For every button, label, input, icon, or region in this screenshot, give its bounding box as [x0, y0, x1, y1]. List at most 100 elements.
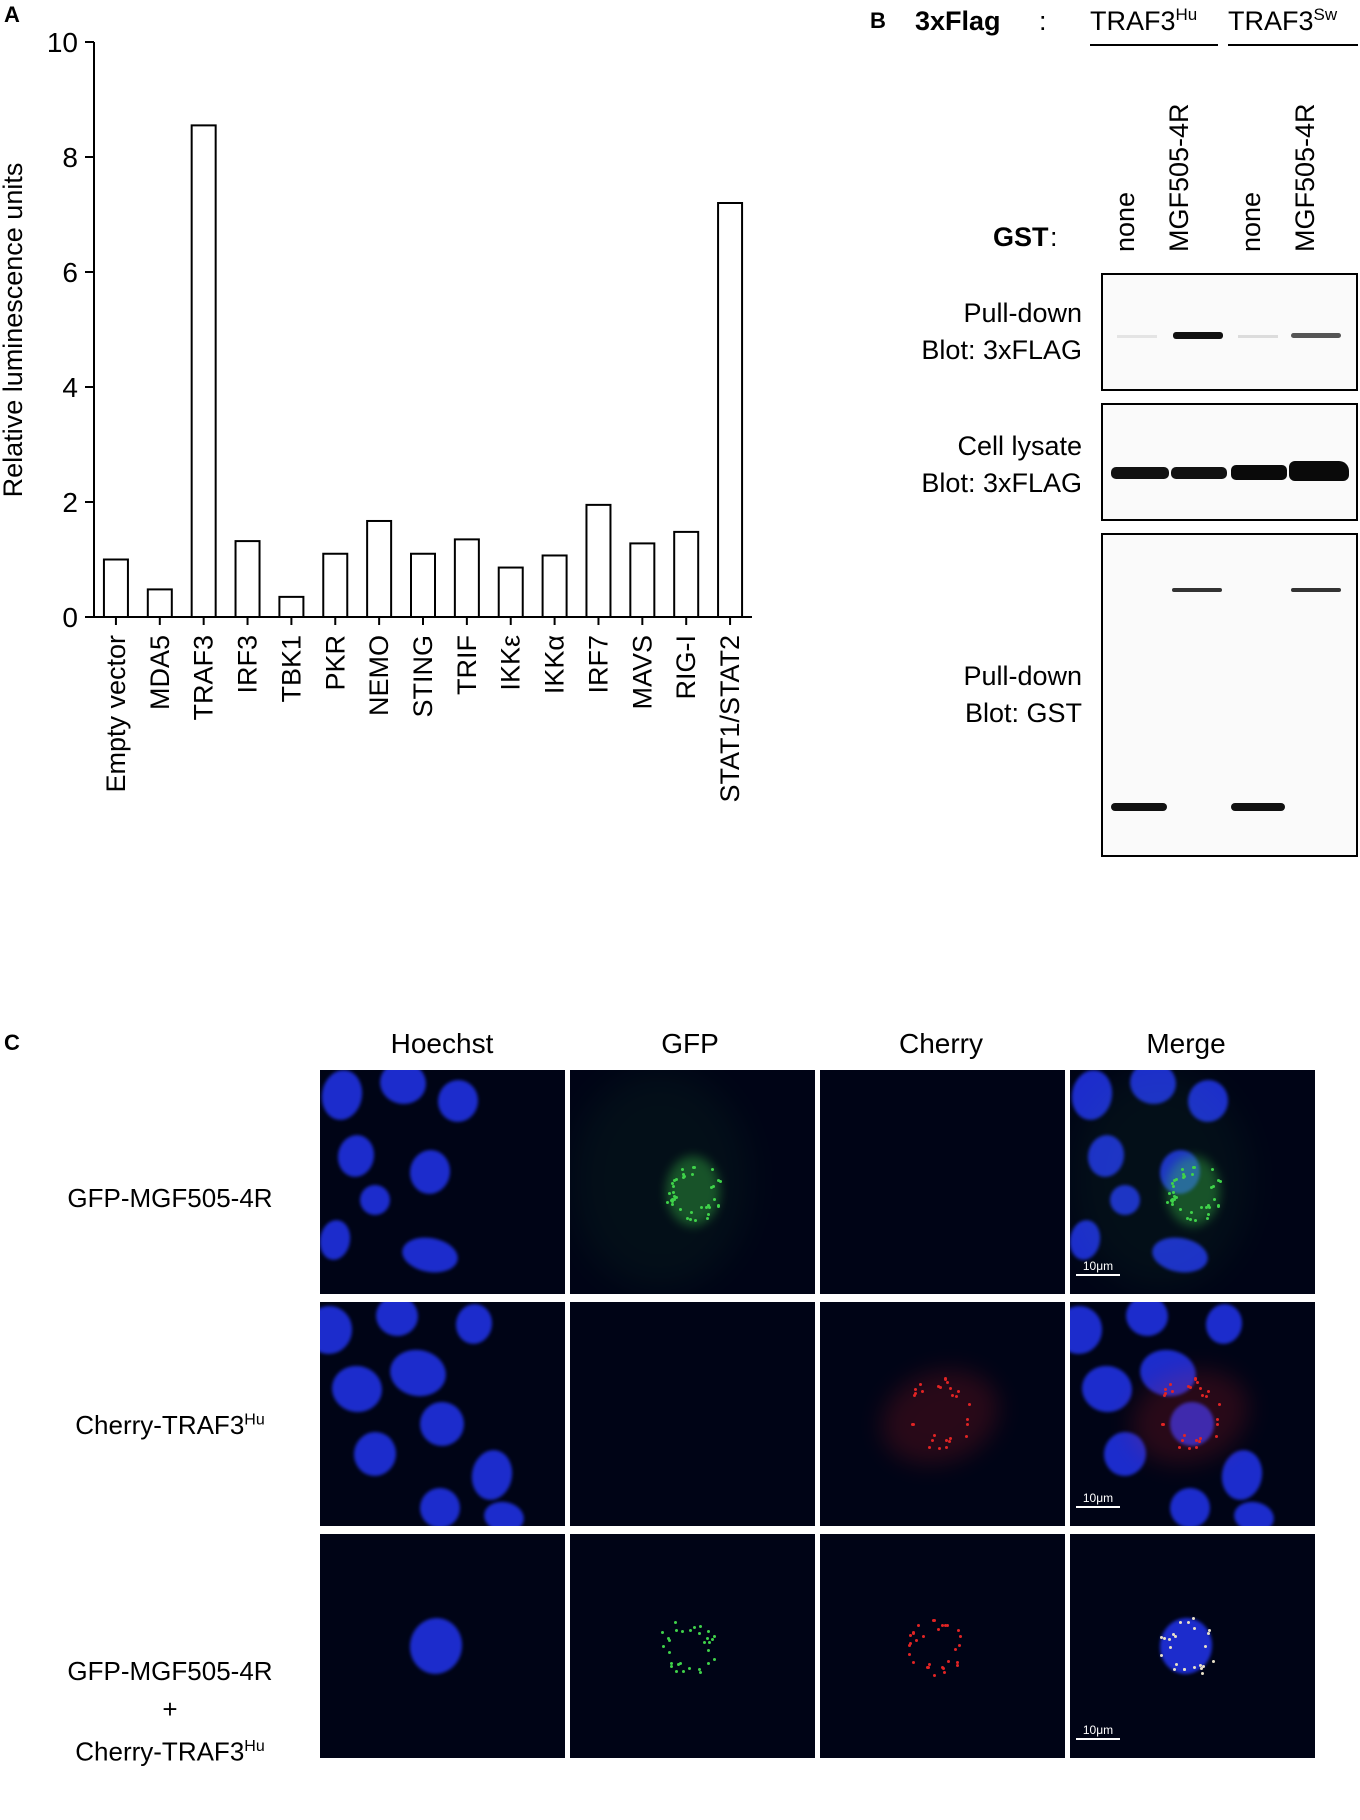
- row-label-cherry-traf3: Cherry-TRAF3Hu: [75, 1410, 265, 1440]
- puncta-dot: [1201, 1393, 1205, 1397]
- flag-label: 3xFlag: [915, 6, 1001, 36]
- puncta-dot: [1174, 1177, 1178, 1181]
- micrograph-r2-hoechst: [320, 1302, 565, 1526]
- puncta-dot: [705, 1637, 709, 1641]
- cell-nucleus: [334, 1132, 378, 1180]
- puncta-dot: [943, 1624, 947, 1628]
- blot2-band-lane4: [1289, 461, 1349, 481]
- cell-nucleus: [405, 1613, 467, 1679]
- puncta-dot: [673, 1197, 677, 1201]
- puncta-dot: [944, 1445, 948, 1449]
- puncta-dot: [704, 1205, 708, 1209]
- microscopy-grid: 10μm 10μm 10μm: [320, 1070, 1316, 1820]
- puncta-dot: [1206, 1217, 1210, 1221]
- puncta-dot: [1199, 1436, 1202, 1440]
- puncta-dot: [1164, 1388, 1168, 1392]
- cell-nucleus: [350, 1428, 400, 1480]
- puncta-dot: [933, 1618, 937, 1622]
- puncta-dot: [674, 1177, 678, 1181]
- puncta-dot: [1193, 1165, 1197, 1169]
- puncta-dot: [1182, 1173, 1186, 1177]
- puncta-dot: [1191, 1165, 1195, 1169]
- puncta-dot: [1219, 1179, 1223, 1183]
- scale-bar-line: [1076, 1274, 1120, 1276]
- puncta-dot: [699, 1671, 703, 1675]
- puncta-dot: [674, 1621, 678, 1625]
- puncta-dot: [676, 1662, 680, 1666]
- cell-nucleus: [376, 1070, 430, 1108]
- puncta-dot: [1159, 1654, 1163, 1658]
- puncta-dot: [1183, 1174, 1187, 1178]
- scale-bar-label: 10μm: [1082, 1491, 1114, 1505]
- blot3-label: Pull-down Blot: GST: [850, 658, 1082, 732]
- puncta-dot: [927, 1665, 931, 1669]
- puncta-dot: [669, 1665, 673, 1669]
- bar: [585, 503, 612, 618]
- puncta-dot: [688, 1217, 692, 1221]
- puncta-dot: [707, 1213, 711, 1217]
- puncta-dot: [1204, 1205, 1208, 1209]
- puncta-dot: [691, 1172, 695, 1176]
- puncta-dot: [1194, 1445, 1198, 1449]
- puncta-dot: [686, 1217, 690, 1221]
- cell-nucleus: [481, 1498, 527, 1526]
- puncta-dot: [699, 1624, 703, 1628]
- micrograph-r1-hoechst: [320, 1070, 565, 1294]
- puncta-dot: [911, 1661, 915, 1665]
- puncta-dot: [940, 1624, 944, 1628]
- puncta-dot: [671, 1184, 675, 1188]
- cell-nucleus: [416, 1398, 468, 1450]
- x-tick-label: IKKε: [496, 635, 526, 691]
- puncta-dot: [1173, 1634, 1177, 1638]
- puncta-dot: [681, 1168, 685, 1172]
- scale-bar: 10μm: [1076, 1491, 1120, 1508]
- cell-nucleus: [1155, 1613, 1217, 1679]
- puncta-dot: [931, 1619, 935, 1623]
- puncta-dot: [915, 1639, 919, 1643]
- column-header-merge: Merge: [1146, 1028, 1226, 1059]
- puncta-dot: [1186, 1620, 1190, 1624]
- scale-bar: 10μm: [1076, 1723, 1120, 1740]
- puncta-dot: [921, 1635, 925, 1639]
- puncta-dot: [1200, 1667, 1204, 1671]
- puncta-dot: [671, 1202, 675, 1206]
- puncta-dot: [699, 1206, 703, 1210]
- scale-bar: 10μm: [1076, 1259, 1120, 1276]
- puncta-dot: [717, 1204, 721, 1208]
- puncta-dot: [968, 1403, 972, 1407]
- puncta-dot: [1171, 1202, 1175, 1206]
- puncta-dot: [710, 1185, 714, 1189]
- puncta-dot: [703, 1640, 707, 1644]
- group-traf3-hu: TRAF3Hu: [1090, 5, 1197, 36]
- x-tick-label: TBK1: [276, 635, 306, 703]
- puncta-dot: [928, 1446, 932, 1450]
- puncta-dot: [911, 1631, 915, 1635]
- cell-nucleus: [416, 1484, 464, 1526]
- micrograph-r2-merge: 10μm: [1070, 1302, 1315, 1526]
- puncta-dot: [1210, 1185, 1214, 1189]
- puncta-dot: [1207, 1213, 1211, 1217]
- puncta-dot: [931, 1439, 935, 1443]
- puncta-dot: [1188, 1446, 1192, 1450]
- puncta-dot: [1172, 1194, 1176, 1198]
- puncta-dot: [669, 1662, 673, 1666]
- puncta-dot: [1175, 1196, 1179, 1200]
- x-tick-label: Empty vector: [101, 635, 131, 793]
- puncta-dot: [956, 1660, 960, 1664]
- blot2-band-lane1: [1111, 467, 1169, 479]
- y-tick-label: 0: [62, 602, 78, 633]
- puncta-dot: [690, 1210, 694, 1214]
- puncta-dot: [1179, 1621, 1183, 1625]
- puncta-dot: [1193, 1666, 1197, 1670]
- row-label-cotransfection: GFP-MGF505-4R + Cherry-TRAF3Hu: [67, 1656, 273, 1767]
- puncta-dot: [1198, 1386, 1202, 1390]
- puncta-dot: [706, 1204, 710, 1208]
- puncta-dot: [918, 1382, 922, 1386]
- puncta-dot: [943, 1377, 947, 1381]
- puncta-dot: [1173, 1197, 1177, 1201]
- puncta-dot: [691, 1165, 695, 1169]
- puncta-dot: [1182, 1176, 1186, 1180]
- cell-nucleus: [357, 1182, 393, 1218]
- puncta-dot: [1196, 1380, 1200, 1384]
- puncta-dot: [672, 1194, 676, 1198]
